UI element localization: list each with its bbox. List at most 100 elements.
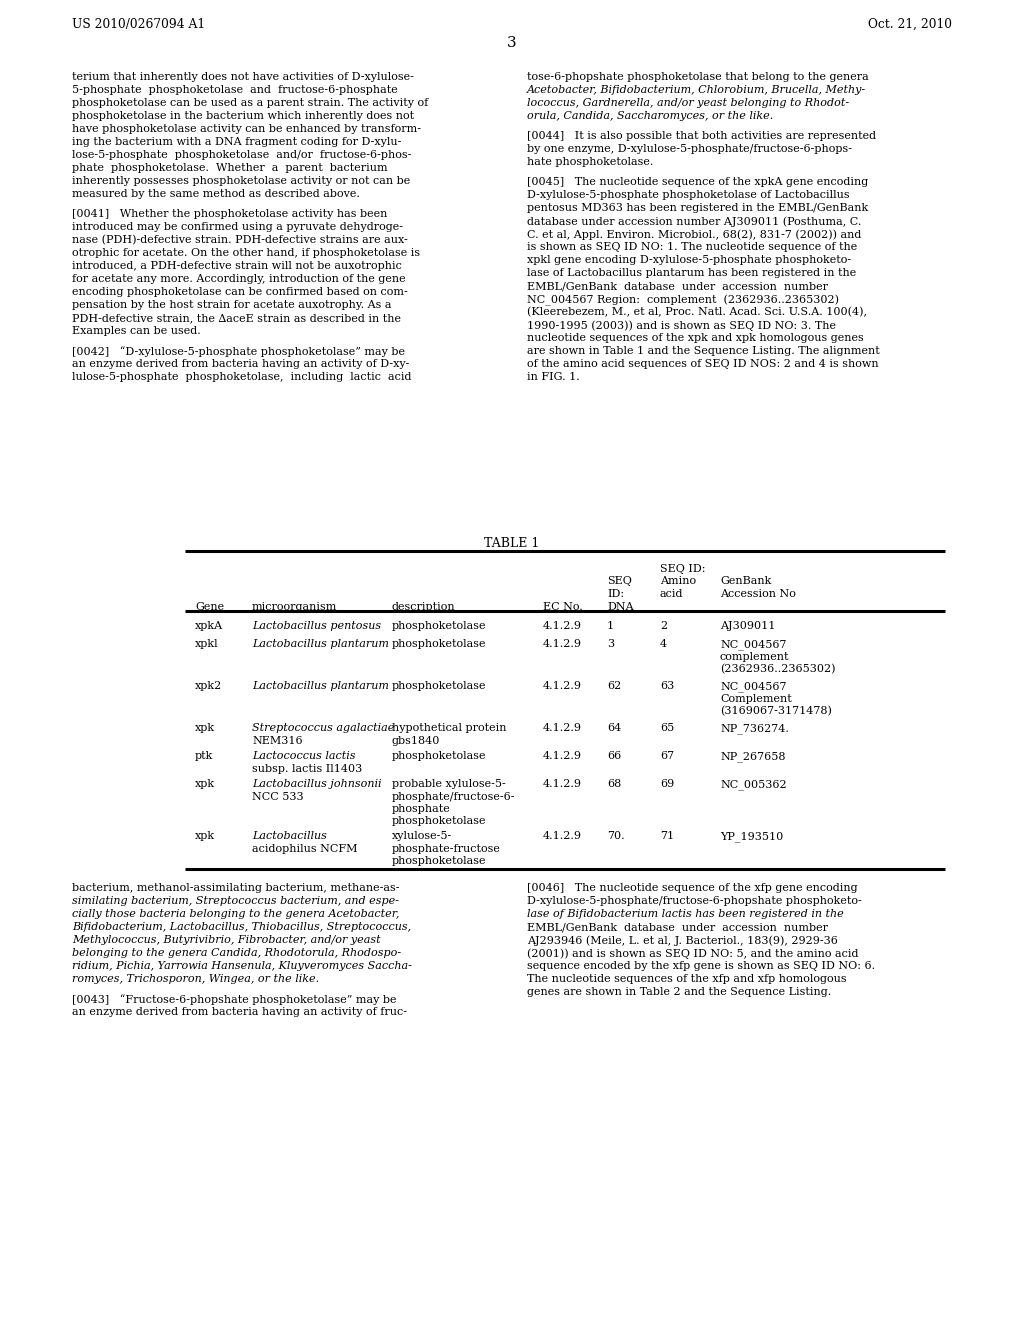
Text: 62: 62 [607,681,622,690]
Text: terium that inherently does not have activities of D-xylulose-: terium that inherently does not have act… [72,73,414,82]
Text: [0045]   The nucleotide sequence of the xpkA gene encoding: [0045] The nucleotide sequence of the xp… [527,177,868,187]
Text: Lactobacillus: Lactobacillus [252,832,327,841]
Text: NC_004567 Region:  complement  (2362936..2365302): NC_004567 Region: complement (2362936..2… [527,294,839,306]
Text: Lactobacillus plantarum: Lactobacillus plantarum [252,639,389,649]
Text: NC_004567: NC_004567 [720,639,786,649]
Text: Oct. 21, 2010: Oct. 21, 2010 [868,18,952,30]
Text: The nucleotide sequences of the xfp and xfp homologous: The nucleotide sequences of the xfp and … [527,974,847,983]
Text: NC_004567: NC_004567 [720,681,786,692]
Text: 1: 1 [607,620,614,631]
Text: [0041]   Whether the phosphoketolase activity has been: [0041] Whether the phosphoketolase activ… [72,209,387,219]
Text: an enzyme derived from bacteria having an activity of D-xy-: an enzyme derived from bacteria having a… [72,359,410,370]
Text: GenBank: GenBank [720,576,771,586]
Text: xpk: xpk [195,723,215,733]
Text: belonging to the genera Candida, Rhodotorula, Rhodospo-: belonging to the genera Candida, Rhodoto… [72,948,401,958]
Text: (2362936..2365302): (2362936..2365302) [720,664,836,675]
Text: Lactobacillus pentosus: Lactobacillus pentosus [252,620,381,631]
Text: for acetate any more. Accordingly, introduction of the gene: for acetate any more. Accordingly, intro… [72,275,406,284]
Text: xpk: xpk [195,779,215,789]
Text: NEM316: NEM316 [252,735,303,746]
Text: Complement: Complement [720,693,792,704]
Text: [0046]   The nucleotide sequence of the xfp gene encoding: [0046] The nucleotide sequence of the xf… [527,883,858,894]
Text: 4.1.2.9: 4.1.2.9 [543,832,582,841]
Text: Gene: Gene [195,602,224,612]
Text: SEQ ID:: SEQ ID: [660,564,706,574]
Text: phosphate-fructose: phosphate-fructose [392,843,501,854]
Text: phosphate/fructose-6-: phosphate/fructose-6- [392,792,515,801]
Text: hate phosphoketolase.: hate phosphoketolase. [527,157,653,168]
Text: pentosus MD363 has been registered in the EMBL/GenBank: pentosus MD363 has been registered in th… [527,203,868,214]
Text: (3169067-3171478): (3169067-3171478) [720,706,831,717]
Text: phosphoketolase: phosphoketolase [392,855,486,866]
Text: introduced, a PDH-defective strain will not be auxotrophic: introduced, a PDH-defective strain will … [72,261,401,271]
Text: gbs1840: gbs1840 [392,735,440,746]
Text: 3: 3 [507,36,517,50]
Text: tose-6-phopshate phosphoketolase that belong to the genera: tose-6-phopshate phosphoketolase that be… [527,73,868,82]
Text: Methylococcus, Butyrivibrio, Fibrobacter, and/or yeast: Methylococcus, Butyrivibrio, Fibrobacter… [72,935,381,945]
Text: [0042]   “D-xylulose-5-phosphate phosphoketolase” may be: [0042] “D-xylulose-5-phosphate phosphoke… [72,346,406,358]
Text: Streptococcus agalactiae: Streptococcus agalactiae [252,723,394,733]
Text: complement: complement [720,652,790,661]
Text: phosphoketolase in the bacterium which inherently does not: phosphoketolase in the bacterium which i… [72,111,414,121]
Text: 4.1.2.9: 4.1.2.9 [543,723,582,733]
Text: Lactobacillus plantarum: Lactobacillus plantarum [252,681,389,690]
Text: phosphoketolase: phosphoketolase [392,681,486,690]
Text: ridium, Pichia, Yarrowia Hansenula, Kluyveromyces Saccha-: ridium, Pichia, Yarrowia Hansenula, Kluy… [72,961,412,972]
Text: 64: 64 [607,723,622,733]
Text: AJ309011: AJ309011 [720,620,775,631]
Text: Accession No: Accession No [720,589,796,599]
Text: 65: 65 [660,723,674,733]
Text: lase of Bifidobacterium lactis has been registered in the: lase of Bifidobacterium lactis has been … [527,909,844,919]
Text: xpk: xpk [195,832,215,841]
Text: (Kleerebezem, M., et al, Proc. Natl. Acad. Sci. U.S.A. 100(4),: (Kleerebezem, M., et al, Proc. Natl. Aca… [527,308,867,318]
Text: Lactobacillus johnsonii: Lactobacillus johnsonii [252,779,382,789]
Text: are shown in Table 1 and the Sequence Listing. The alignment: are shown in Table 1 and the Sequence Li… [527,346,880,356]
Text: romyces, Trichosporon, Wingea, or the like.: romyces, Trichosporon, Wingea, or the li… [72,974,319,983]
Text: lose-5-phosphate  phosphoketolase  and/or  fructose-6-phos-: lose-5-phosphate phosphoketolase and/or … [72,150,412,160]
Text: lase of Lactobacillus plantarum has been registered in the: lase of Lactobacillus plantarum has been… [527,268,856,279]
Text: encoding phosphoketolase can be confirmed based on com-: encoding phosphoketolase can be confirme… [72,288,408,297]
Text: bacterium, methanol-assimilating bacterium, methane-as-: bacterium, methanol-assimilating bacteri… [72,883,399,894]
Text: SEQ: SEQ [607,576,632,586]
Text: 4.1.2.9: 4.1.2.9 [543,779,582,789]
Text: description: description [392,602,456,612]
Text: similating bacterium, Streptococcus bacterium, and espe-: similating bacterium, Streptococcus bact… [72,896,399,906]
Text: EMBL/GenBank  database  under  accession  number: EMBL/GenBank database under accession nu… [527,281,828,292]
Text: orula, Candida, Saccharomyces, or the like.: orula, Candida, Saccharomyces, or the li… [527,111,773,121]
Text: acid: acid [660,589,683,599]
Text: phate  phosphoketolase.  Whether  a  parent  bacterium: phate phosphoketolase. Whether a parent … [72,162,388,173]
Text: NC_005362: NC_005362 [720,779,786,789]
Text: ing the bacterium with a DNA fragment coding for D-xylu-: ing the bacterium with a DNA fragment co… [72,137,401,147]
Text: nucleotide sequences of the xpk and xpk homologous genes: nucleotide sequences of the xpk and xpk … [527,334,864,343]
Text: by one enzyme, D-xylulose-5-phosphate/fructose-6-phops-: by one enzyme, D-xylulose-5-phosphate/fr… [527,144,852,154]
Text: cially those bacteria belonging to the genera Acetobacter,: cially those bacteria belonging to the g… [72,909,399,919]
Text: Examples can be used.: Examples can be used. [72,326,201,337]
Text: 4.1.2.9: 4.1.2.9 [543,751,582,762]
Text: inherently possesses phosphoketolase activity or not can be: inherently possesses phosphoketolase act… [72,176,411,186]
Text: TABLE 1: TABLE 1 [484,537,540,550]
Text: Acetobacter, Bifidobacterium, Chlorobium, Brucella, Methy-: Acetobacter, Bifidobacterium, Chlorobium… [527,84,866,95]
Text: database under accession number AJ309011 (Posthuma, C.: database under accession number AJ309011… [527,216,861,227]
Text: C. et al, Appl. Environ. Microbiol., 68(2), 831-7 (2002)) and: C. et al, Appl. Environ. Microbiol., 68(… [527,230,861,240]
Text: NP_736274.: NP_736274. [720,723,788,734]
Text: [0044]   It is also possible that both activities are represented: [0044] It is also possible that both act… [527,131,877,141]
Text: 67: 67 [660,751,674,762]
Text: DNA: DNA [607,602,634,612]
Text: lulose-5-phosphate  phosphoketolase,  including  lactic  acid: lulose-5-phosphate phosphoketolase, incl… [72,372,412,383]
Text: ptk: ptk [195,751,213,762]
Text: otrophic for acetate. On the other hand, if phosphoketolase is: otrophic for acetate. On the other hand,… [72,248,420,259]
Text: phosphoketolase can be used as a parent strain. The activity of: phosphoketolase can be used as a parent … [72,98,428,108]
Text: EC No.: EC No. [543,602,583,612]
Text: 1990-1995 (2003)) and is shown as SEQ ID NO: 3. The: 1990-1995 (2003)) and is shown as SEQ ID… [527,321,836,331]
Text: 71: 71 [660,832,674,841]
Text: introduced may be confirmed using a pyruvate dehydroge-: introduced may be confirmed using a pyru… [72,222,403,232]
Text: 4.1.2.9: 4.1.2.9 [543,681,582,690]
Text: microorganism: microorganism [252,602,337,612]
Text: PDH-defective strain, the ∆aceE strain as described in the: PDH-defective strain, the ∆aceE strain a… [72,313,401,323]
Text: 69: 69 [660,779,674,789]
Text: 66: 66 [607,751,622,762]
Text: phosphoketolase: phosphoketolase [392,751,486,762]
Text: [0043]   “Fructose-6-phopshate phosphoketolase” may be: [0043] “Fructose-6-phopshate phosphoketo… [72,994,396,1005]
Text: AJ293946 (Meile, L. et al, J. Bacteriol., 183(9), 2929-36: AJ293946 (Meile, L. et al, J. Bacteriol.… [527,935,838,945]
Text: an enzyme derived from bacteria having an activity of fruc-: an enzyme derived from bacteria having a… [72,1007,407,1018]
